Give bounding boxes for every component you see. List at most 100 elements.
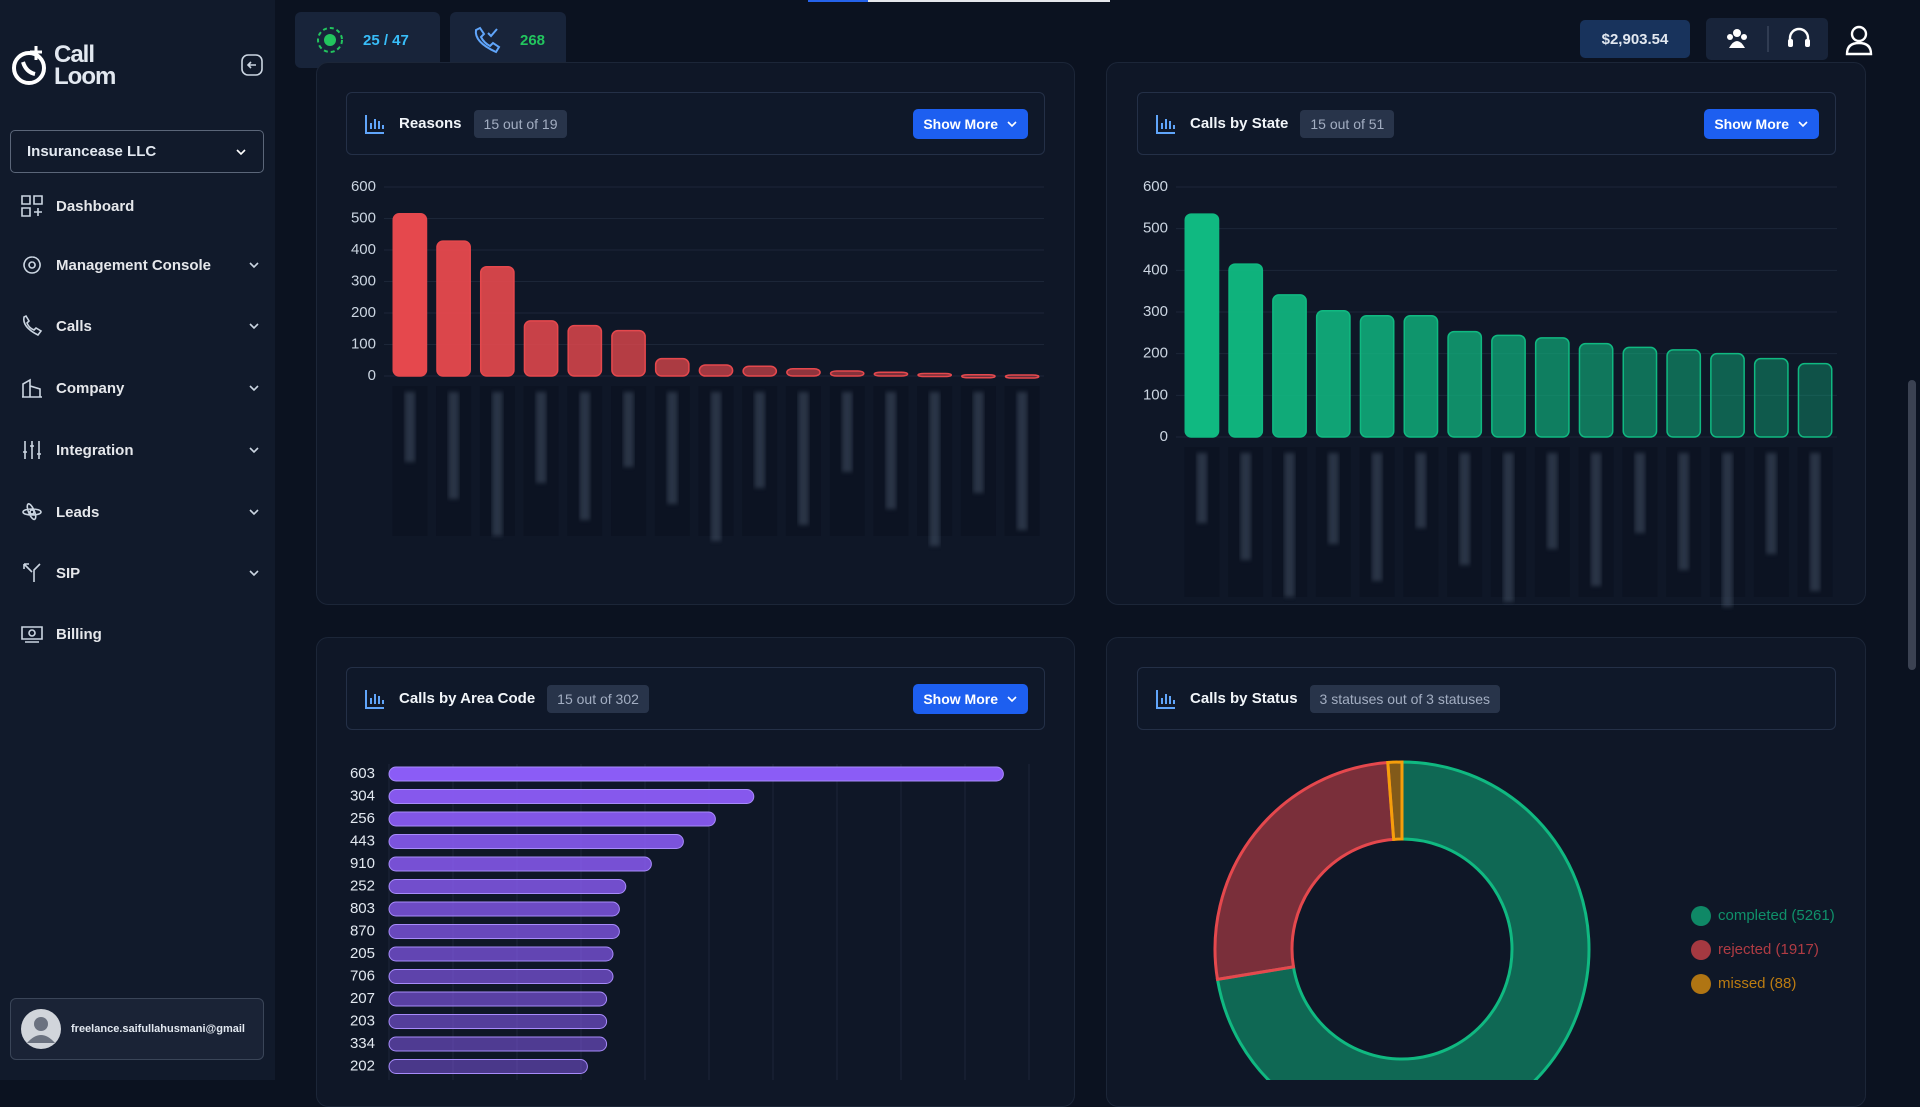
bar (1359, 315, 1395, 438)
y-tick-label: 200 (1143, 345, 1168, 362)
user-box[interactable]: freelance.saifullahusmani@gmail (10, 998, 264, 1060)
y-tick-label: 100 (1143, 386, 1168, 403)
chevron (1798, 120, 1808, 127)
bar (388, 1059, 588, 1074)
nav-icon (22, 314, 43, 337)
y-tick-label: 207 (350, 990, 375, 1007)
y-tick-label: 256 (350, 810, 375, 827)
profile-button[interactable] (1844, 24, 1874, 56)
bar (388, 766, 1004, 782)
chevron-path (1007, 120, 1017, 127)
agents-chip[interactable]: 25 / 47 (295, 12, 440, 68)
blurred-label (798, 392, 809, 525)
y-tick-label: 603 (350, 765, 375, 782)
show-more-button[interactable]: Show More (913, 108, 1028, 139)
nav-item[interactable]: Management Console (20, 245, 260, 285)
legend-label: completed (5261) (1718, 907, 1835, 924)
blurred-label (841, 392, 853, 472)
calls-chip[interactable]: 268 (450, 12, 566, 68)
nav-icon-path (22, 314, 43, 337)
logo-icon (12, 46, 46, 85)
donut-segment (1215, 760, 1591, 1080)
bar (436, 240, 471, 377)
nav-icon-path (23, 256, 41, 274)
show-more-button[interactable]: Show More (913, 683, 1028, 714)
bar (388, 789, 755, 804)
panel-header: Calls by Status 3 statuses out of 3 statu… (1137, 667, 1836, 730)
bar (1272, 294, 1307, 438)
show-more-button[interactable]: Show More (1704, 108, 1819, 139)
agents-icon (317, 27, 343, 53)
bar (388, 924, 620, 939)
nav-label: SIP (56, 564, 81, 582)
bar (388, 811, 716, 827)
bar (961, 373, 996, 379)
panel-title: Calls by Area Code (399, 690, 536, 707)
y-tick-label: 400 (351, 241, 376, 258)
chart-icon (1156, 689, 1175, 709)
nav-label: Integration (56, 441, 134, 459)
nav-icon-path (23, 441, 41, 459)
bar (829, 370, 865, 377)
avatar (21, 1009, 61, 1049)
blurred-label (1503, 453, 1514, 602)
chevron-path (249, 447, 259, 454)
bar (1315, 310, 1351, 438)
y-tick-label: 202 (350, 1057, 375, 1074)
bar (388, 1036, 608, 1052)
company-select[interactable]: Insurancease LLC (10, 130, 264, 173)
bar (1184, 213, 1220, 438)
y-tick-label: 600 (1143, 178, 1168, 195)
nav-icon-path (22, 378, 42, 398)
blurred-label (448, 392, 459, 499)
nav-label: Leads (56, 503, 100, 521)
y-tick-label: 304 (350, 787, 375, 804)
bar (1228, 263, 1264, 438)
bar (742, 365, 778, 377)
blurred-label (1284, 453, 1295, 597)
donut-segment (1213, 760, 1396, 982)
panel-header: Calls by Area Code 15 out of 302 Show More (346, 667, 1045, 730)
y-tick-label: 300 (1143, 303, 1168, 320)
bar (1004, 374, 1040, 379)
nav-label: Company (56, 379, 125, 397)
nav-label: Calls (56, 317, 92, 335)
nav-item[interactable]: Billing (20, 614, 260, 654)
balance[interactable]: $2,903.54 (1580, 20, 1690, 58)
nav-icon-path (22, 503, 42, 521)
y-tick-label: 443 (350, 832, 375, 849)
blurred-label (1590, 453, 1602, 586)
blurred-label (1547, 453, 1558, 549)
nav-item[interactable]: Leads (20, 492, 260, 532)
bar (479, 265, 515, 377)
blurred-label (973, 392, 984, 493)
blurred-label (404, 392, 416, 462)
bar (611, 329, 646, 377)
chart-icon-path (1156, 114, 1175, 134)
nav-item[interactable]: Calls (20, 306, 260, 346)
nav-item[interactable]: Dashboard (20, 186, 260, 226)
bar (523, 320, 559, 377)
blurred-label (1809, 453, 1821, 591)
chevron-path (249, 385, 259, 392)
nav-icon-path (23, 563, 41, 582)
nav-item[interactable]: SIP (20, 553, 260, 593)
nav-label: Management Console (56, 256, 212, 274)
blurred-label (1371, 453, 1383, 581)
calls-icon (474, 26, 501, 54)
chevron-path (1798, 120, 1808, 127)
blurred-label (885, 392, 897, 509)
bar (654, 357, 690, 377)
nav-item[interactable]: Integration (20, 430, 260, 470)
nav-label: Dashboard (56, 197, 135, 215)
collapse-button[interactable] (240, 53, 264, 77)
bar (388, 969, 614, 984)
nav-icon (21, 195, 43, 217)
nav-item[interactable]: Company (20, 368, 260, 408)
bar (388, 946, 614, 962)
bar (388, 879, 627, 894)
chevron-path (249, 509, 259, 516)
top-indicator (808, 0, 868, 2)
blurred-label (1722, 453, 1733, 607)
bar (1534, 337, 1570, 438)
